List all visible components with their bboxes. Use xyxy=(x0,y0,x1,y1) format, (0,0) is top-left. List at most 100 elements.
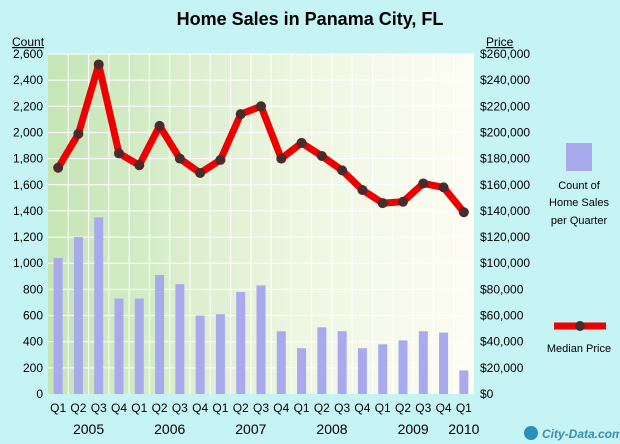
median-price-point xyxy=(174,153,185,164)
left-tick-label: 1,800 xyxy=(13,152,43,166)
count-bar xyxy=(337,331,347,394)
legend-line-marker xyxy=(575,321,585,331)
quarter-label: Q3 xyxy=(334,401,350,415)
left-tick-label: 1,200 xyxy=(13,230,43,244)
left-tick-label: 800 xyxy=(23,282,43,296)
count-bar xyxy=(175,284,185,394)
count-bar xyxy=(195,315,205,394)
median-price-point xyxy=(316,151,327,161)
watermark: City-Data.com xyxy=(524,426,620,441)
year-label: 2006 xyxy=(154,421,185,437)
median-price-point xyxy=(276,153,287,164)
median-price-point xyxy=(458,207,469,218)
year-label: 2009 xyxy=(398,421,429,437)
quarter-label: Q4 xyxy=(436,401,452,415)
median-price-point xyxy=(235,109,246,120)
year-label: 2005 xyxy=(73,421,104,437)
year-label: 2007 xyxy=(235,421,266,437)
right-axis-ticks: $0 $20,000 $40,000 $60,000 $80,000 $100,000 $1… xyxy=(480,47,530,401)
quarter-labels: Q1 Q2 Q3 Q4 Q1 Q2 Q3 Q4 Q1 Q2 Q3 Q4 Q1 Q2 Q3 Q4 Q1 Q2 Q3 Q4… xyxy=(50,401,472,415)
median-price-point xyxy=(93,59,104,70)
count-bar xyxy=(73,237,83,394)
median-price-point xyxy=(195,168,206,178)
quarter-label: Q1 xyxy=(375,401,391,415)
right-tick-label: $60,000 xyxy=(480,309,524,323)
right-tick-label: $240,000 xyxy=(480,73,530,87)
left-tick-label: 2,600 xyxy=(13,47,43,61)
gridlines xyxy=(48,53,474,394)
median-price-point xyxy=(296,137,307,148)
count-bar xyxy=(439,332,449,394)
left-tick-label: 2,200 xyxy=(13,99,43,113)
legend-bar-label-line3: per Quarter xyxy=(551,215,608,227)
count-bar xyxy=(418,331,428,394)
quarter-label: Q4 xyxy=(192,401,208,415)
count-bar xyxy=(53,258,63,394)
count-bars xyxy=(53,217,469,394)
legend-line-label: Median Price xyxy=(547,343,611,355)
right-tick-label: $40,000 xyxy=(480,335,524,349)
legend-bar-swatch xyxy=(566,143,592,171)
median-price-point xyxy=(114,148,124,159)
right-tick-label: $120,000 xyxy=(480,230,530,244)
left-tick-label: 0 xyxy=(36,387,43,401)
right-tick-label: $160,000 xyxy=(480,178,530,192)
right-tick-label: $220,000 xyxy=(480,99,530,113)
chart-title: Home Sales in Panama City, FL xyxy=(177,9,444,29)
quarter-label: Q3 xyxy=(172,401,188,415)
left-tick-label: 600 xyxy=(23,309,43,323)
count-bar xyxy=(94,217,104,394)
median-price-point xyxy=(357,185,368,195)
right-tick-label: $260,000 xyxy=(480,47,530,61)
quarter-label: Q2 xyxy=(314,401,330,415)
watermark-icon xyxy=(524,426,538,440)
median-price-line xyxy=(53,59,469,218)
median-price-point xyxy=(154,120,165,131)
count-bar xyxy=(357,348,367,394)
right-tick-label: $0 xyxy=(480,387,494,401)
count-bar xyxy=(297,348,307,394)
quarter-label: Q4 xyxy=(354,401,370,415)
year-labels: 2005 2006 2007 2008 2009 2010 xyxy=(73,421,480,437)
median-price-point xyxy=(73,128,84,139)
count-bar xyxy=(134,298,144,394)
watermark-text: City-Data.com xyxy=(542,427,620,441)
median-price-point xyxy=(418,178,429,189)
count-bar xyxy=(378,344,388,394)
median-price-point xyxy=(398,196,408,207)
quarter-label: Q2 xyxy=(233,401,249,415)
count-bar xyxy=(317,327,327,394)
median-price-point xyxy=(377,198,388,209)
right-tick-label: $80,000 xyxy=(480,282,524,296)
median-price-point xyxy=(337,165,348,176)
quarter-label: Q3 xyxy=(253,401,269,415)
left-tick-label: 1,000 xyxy=(13,256,43,270)
quarter-label: Q1 xyxy=(294,401,310,415)
count-bar xyxy=(398,340,408,394)
quarter-label: Q2 xyxy=(395,401,411,415)
quarter-label: Q2 xyxy=(70,401,86,415)
year-label: 2010 xyxy=(448,421,479,437)
count-bar xyxy=(276,331,286,394)
median-price-point xyxy=(134,160,145,171)
quarter-label: Q4 xyxy=(111,401,127,415)
quarter-label: Q4 xyxy=(273,401,289,415)
count-bar xyxy=(215,314,225,394)
left-tick-label: 2,400 xyxy=(13,73,43,87)
left-tick-label: 400 xyxy=(23,335,43,349)
year-label: 2008 xyxy=(316,421,347,437)
right-tick-label: $200,000 xyxy=(480,125,530,139)
quarter-label: Q2 xyxy=(152,401,168,415)
median-price-point xyxy=(256,101,266,112)
right-tick-label: $20,000 xyxy=(480,361,524,375)
legend-bar-label-line2: Home Sales xyxy=(549,197,609,209)
count-bar xyxy=(114,298,124,394)
right-tick-label: $140,000 xyxy=(480,204,530,218)
count-bar xyxy=(236,292,246,394)
right-axis-label: Price xyxy=(486,35,514,49)
left-tick-label: 200 xyxy=(23,361,43,375)
median-price-point xyxy=(438,182,449,193)
left-tick-label: 1,600 xyxy=(13,178,43,192)
legend: Count of Home Sales per Quarter Median P… xyxy=(547,143,611,355)
